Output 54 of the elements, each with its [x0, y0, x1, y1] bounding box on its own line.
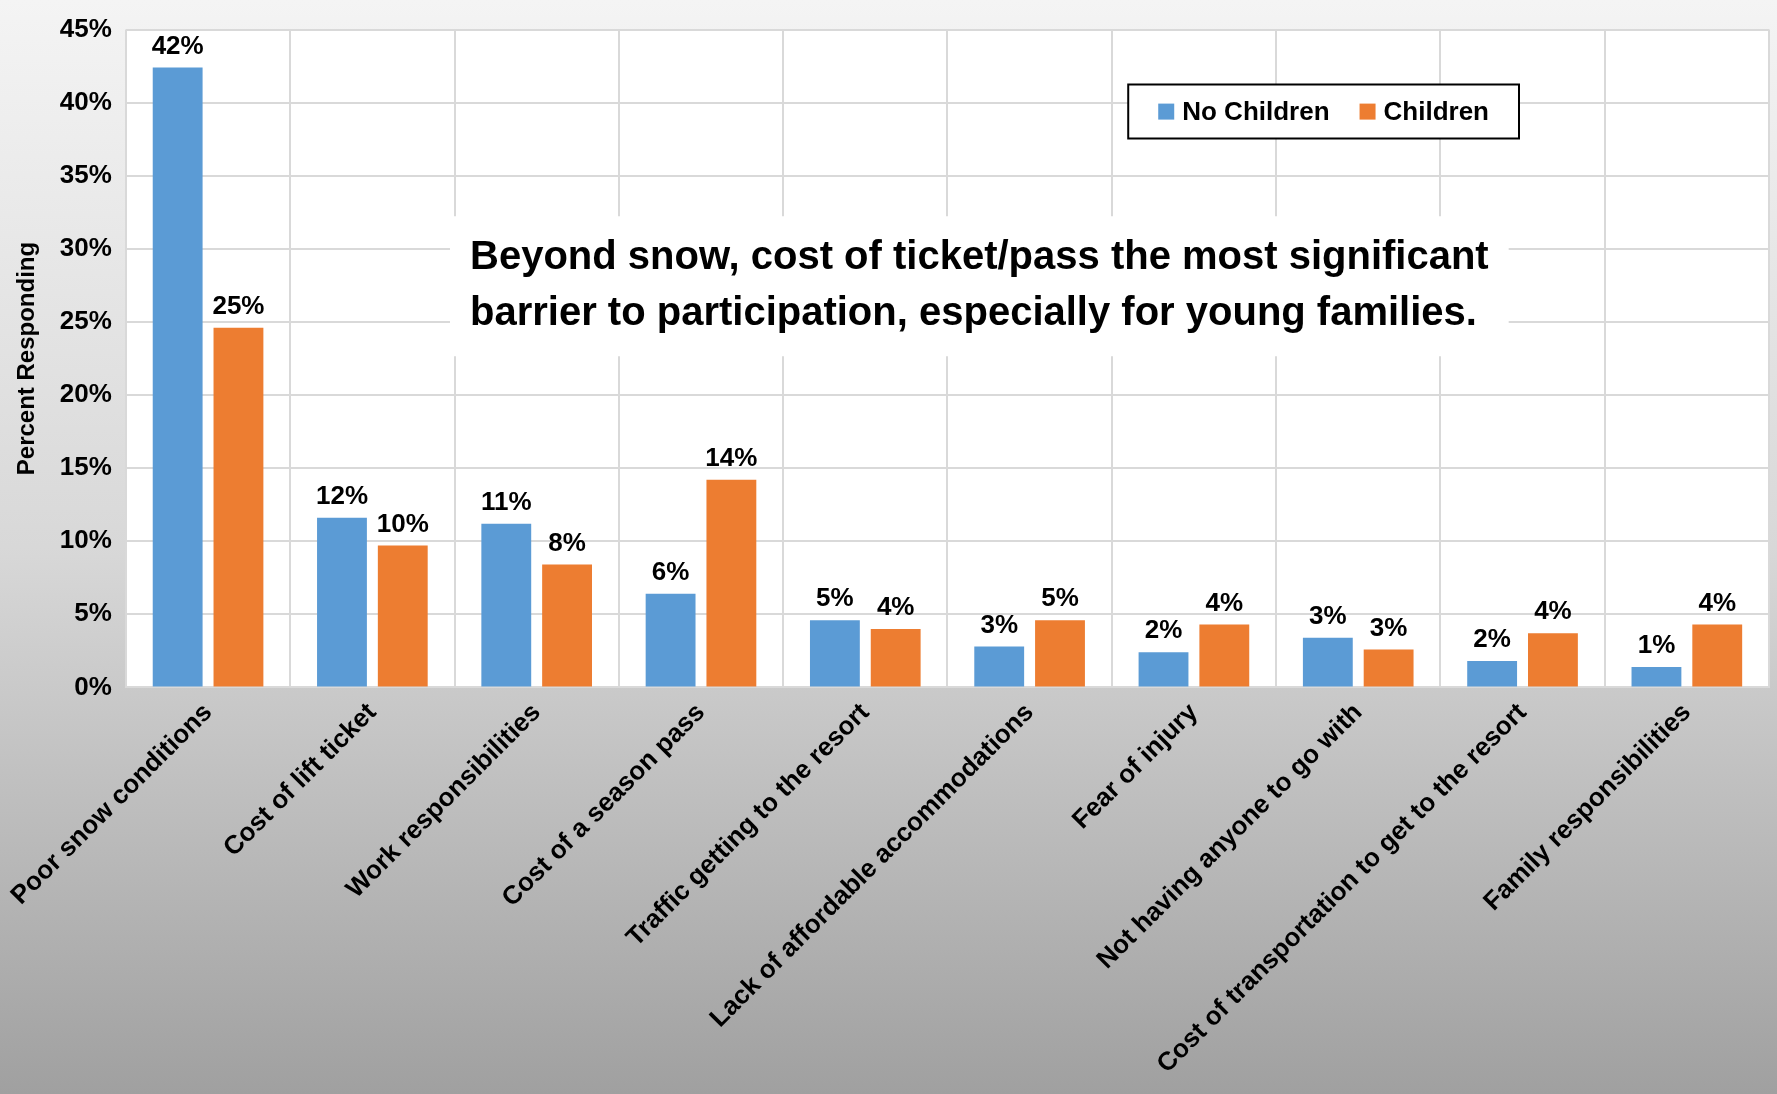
data-label: 8% — [548, 526, 586, 557]
data-label: 6% — [651, 556, 690, 587]
data-label: 4% — [1205, 586, 1244, 617]
data-label: 4% — [1534, 595, 1572, 626]
bar — [481, 523, 532, 687]
data-label: 42% — [151, 29, 204, 60]
data-label: 11% — [480, 485, 532, 516]
y-axis-title: Percent Responding — [12, 241, 40, 476]
data-label: 3% — [980, 608, 1018, 639]
bar — [974, 646, 1025, 687]
data-label: 10% — [376, 507, 429, 538]
bar — [377, 545, 428, 687]
data-label: 4% — [1698, 586, 1737, 617]
y-tick-label: 45% — [59, 12, 112, 43]
bar — [1199, 624, 1250, 687]
bar — [1631, 666, 1682, 687]
legend-label: No Children — [1182, 95, 1330, 126]
data-label: 3% — [1309, 599, 1347, 630]
y-tick-label: 5% — [74, 597, 112, 628]
y-tick-label: 30% — [59, 232, 112, 263]
bar — [1302, 637, 1353, 687]
data-label: 4% — [876, 591, 915, 622]
bar — [645, 593, 696, 687]
bar — [1692, 624, 1743, 687]
y-tick-label: 0% — [74, 670, 112, 701]
annotation: Beyond snow, cost of ticket/pass the most significant barrier to participation, especially for young families. — [470, 233, 1489, 334]
y-tick-label: 35% — [59, 158, 112, 189]
data-label: 25% — [212, 289, 265, 320]
bar — [213, 327, 264, 687]
bar — [317, 517, 367, 687]
data-label: 12% — [315, 480, 368, 510]
y-tick-label: 15% — [59, 451, 112, 482]
bar — [870, 628, 921, 687]
bar — [1467, 661, 1518, 687]
data-label: 1% — [1637, 629, 1676, 660]
bar — [1528, 633, 1578, 687]
bar — [1138, 652, 1189, 687]
data-label: 14% — [705, 442, 758, 472]
bar — [809, 620, 860, 687]
data-label: 5% — [816, 582, 854, 613]
legend-label: Children — [1383, 95, 1490, 126]
data-label: 3% — [1369, 611, 1408, 642]
bar — [542, 564, 592, 687]
data-label: 2% — [1473, 623, 1511, 654]
bar — [1035, 620, 1085, 687]
y-tick-label: 40% — [59, 85, 112, 116]
bar — [706, 479, 757, 687]
bar — [1363, 649, 1414, 687]
y-tick-label: 25% — [59, 305, 112, 336]
data-label: 5% — [1041, 582, 1079, 613]
bar — [152, 67, 203, 687]
y-tick-label: 20% — [59, 378, 112, 409]
data-label: 2% — [1144, 614, 1183, 645]
y-tick-label: 10% — [59, 524, 112, 555]
